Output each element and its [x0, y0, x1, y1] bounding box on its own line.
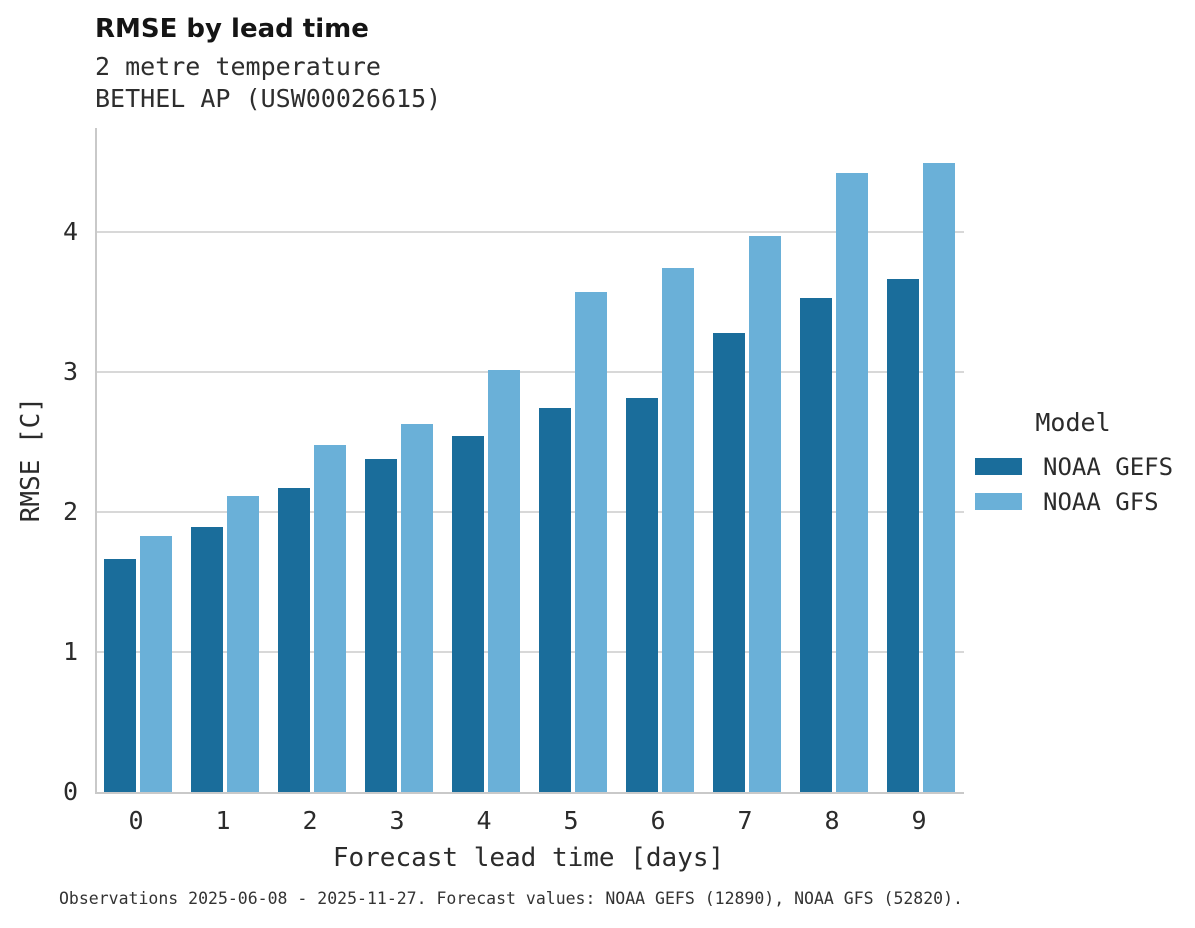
bar-noaa-gefs-1	[191, 527, 223, 792]
chart-title: RMSE by lead time	[95, 14, 369, 44]
y-tick-label-3: 3	[62, 356, 78, 386]
footer-note: Observations 2025-06-08 - 2025-11-27. Fo…	[59, 889, 963, 908]
x-tick-label-9: 9	[911, 806, 927, 835]
legend-title: Model	[1035, 408, 1111, 437]
y-tick-label-0: 0	[62, 777, 78, 806]
bar-noaa-gefs-7	[713, 332, 745, 792]
bar-noaa-gfs-4	[488, 370, 520, 792]
bar-noaa-gefs-9	[887, 279, 919, 792]
bar-noaa-gefs-6	[626, 398, 658, 792]
chart-subtitle-variable: 2 metre temperature	[95, 52, 381, 81]
gridline-y-4	[97, 230, 964, 233]
x-tick-label-5: 5	[563, 806, 579, 835]
x-tick-label-6: 6	[650, 806, 666, 835]
plot-area	[95, 128, 964, 794]
bar-noaa-gefs-4	[452, 436, 484, 792]
chart-subtitle-station: BETHEL AP (USW00026615)	[95, 84, 442, 113]
legend-item-label: NOAA GEFS	[1043, 452, 1174, 481]
legend-item-noaa-gefs: NOAA GEFS	[968, 449, 1178, 484]
y-tick-label-4: 4	[62, 216, 78, 246]
bar-noaa-gfs-3	[401, 423, 433, 792]
bar-noaa-gfs-6	[662, 268, 694, 792]
bar-noaa-gefs-5	[539, 408, 571, 792]
bar-noaa-gfs-7	[749, 235, 781, 792]
bar-noaa-gefs-2	[278, 488, 310, 792]
legend: Model NOAA GEFS NOAA GFS	[968, 408, 1178, 519]
legend-swatch-icon	[975, 458, 1022, 475]
legend-item-noaa-gfs: NOAA GFS	[968, 484, 1178, 519]
legend-swatch-icon	[975, 493, 1022, 510]
bar-noaa-gfs-0	[140, 535, 172, 792]
bar-noaa-gfs-2	[314, 444, 346, 792]
x-tick-label-2: 2	[302, 806, 318, 835]
x-tick-label-4: 4	[476, 806, 492, 835]
y-tick-label-2: 2	[62, 496, 78, 526]
bar-noaa-gfs-8	[836, 172, 868, 792]
gridline-y-1	[97, 650, 964, 653]
bar-noaa-gfs-5	[575, 291, 607, 792]
x-tick-label-8: 8	[824, 806, 840, 835]
y-tick-label-1: 1	[62, 636, 78, 666]
x-tick-label-0: 0	[128, 806, 144, 835]
x-tick-label-1: 1	[215, 806, 231, 835]
gridline-y-2	[97, 510, 964, 513]
bar-noaa-gfs-9	[923, 163, 955, 792]
gridline-y-3	[97, 370, 964, 373]
legend-item-label: NOAA GFS	[1043, 487, 1159, 516]
x-axis-title: Forecast lead time [days]	[332, 843, 725, 873]
x-tick-label-3: 3	[389, 806, 405, 835]
bar-noaa-gefs-0	[104, 559, 136, 792]
bar-noaa-gefs-8	[800, 297, 832, 792]
bar-noaa-gfs-1	[227, 496, 259, 792]
bar-noaa-gefs-3	[365, 458, 397, 792]
x-tick-label-7: 7	[737, 806, 753, 835]
